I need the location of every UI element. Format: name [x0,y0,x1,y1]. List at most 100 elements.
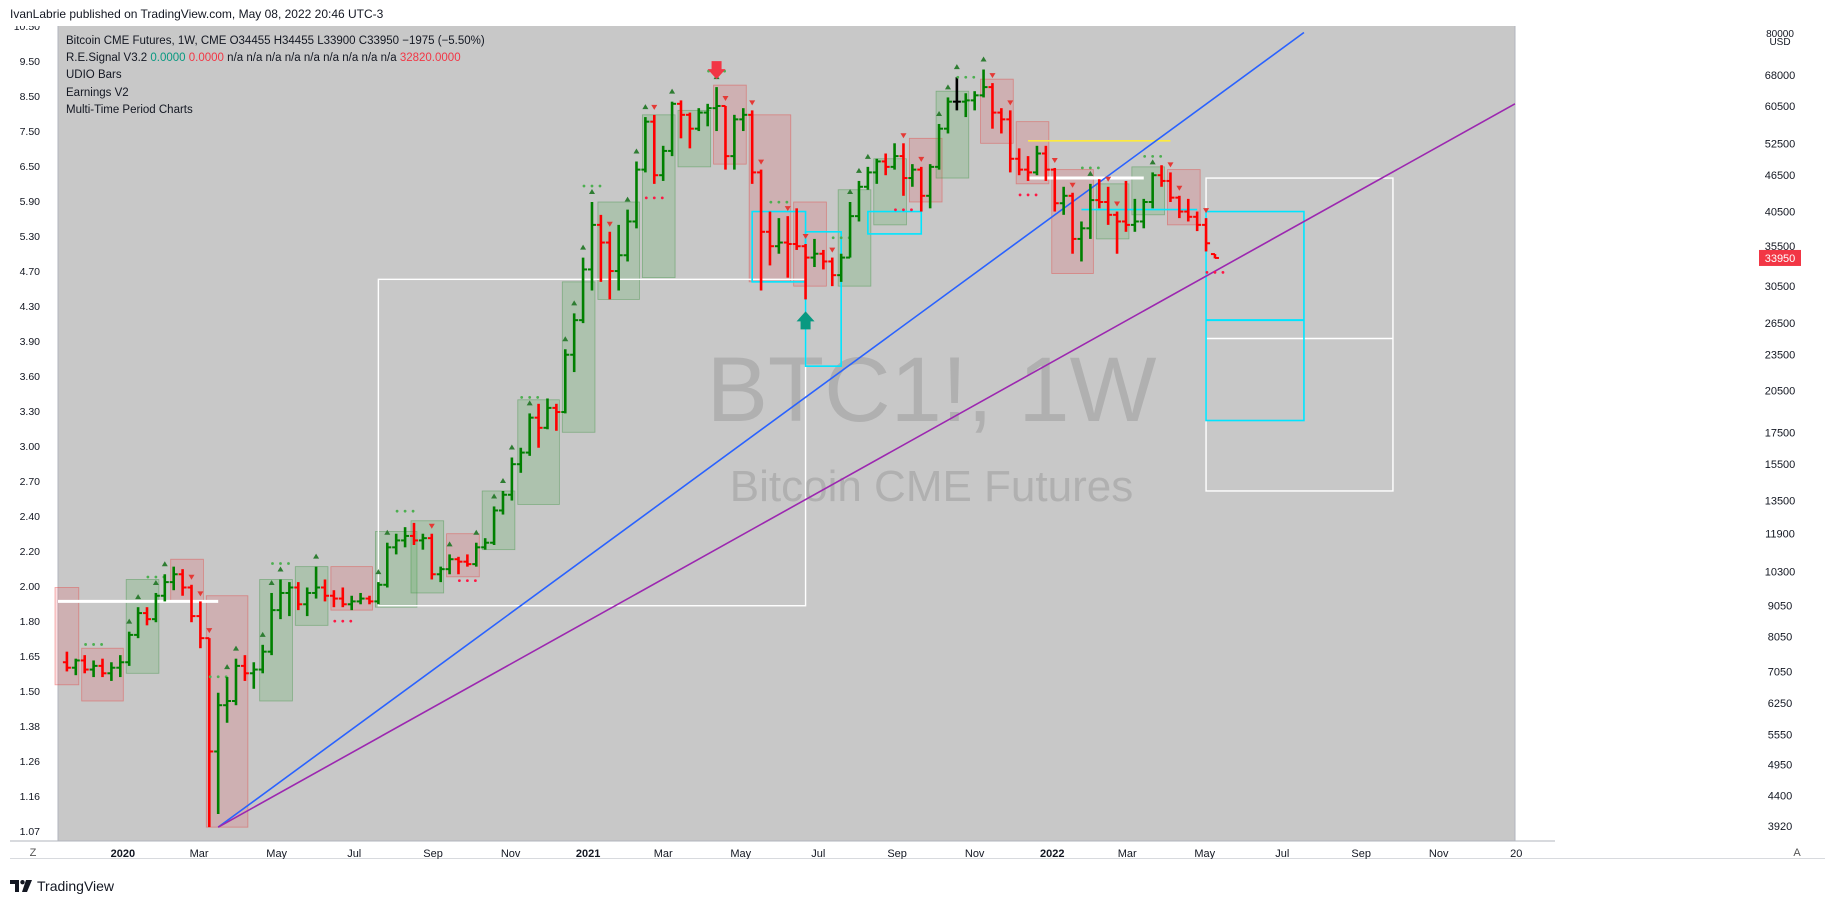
ohlc-bar[interactable] [98,658,107,678]
legend-symbol-line[interactable]: Bitcoin CME Futures, 1W, CME O34455 H344… [66,35,485,47]
ohlc-bar[interactable] [160,561,169,602]
auto-scale-button[interactable]: A [1793,847,1801,859]
legend-indicator-udio[interactable]: UDIO Bars [66,69,122,82]
ohlc-bar[interactable] [632,148,641,229]
ohlc-bar[interactable] [1041,145,1050,181]
ohlc-bar[interactable] [1050,157,1059,212]
legend-signal-line[interactable]: R.E.Signal V3.2 0.0000 0.0000 n/a n/a n/… [66,50,485,67]
ohlc-bar[interactable] [988,73,997,129]
ohlc-bar[interactable] [908,164,917,187]
ohlc-bar[interactable] [543,398,552,430]
ohlc-bar[interactable] [943,84,952,134]
ohlc-bar[interactable] [427,523,436,580]
ohlc-bar[interactable] [507,444,516,501]
range-box[interactable] [867,210,923,235]
ohlc-bar[interactable] [294,582,303,611]
ohlc-bar[interactable] [926,164,935,209]
ohlc-bar[interactable] [445,541,454,575]
ohlc-bar[interactable] [881,153,890,176]
ohlc-bar[interactable] [721,95,730,170]
ohlc-bar[interactable] [552,403,561,431]
ohlc-bar[interactable] [917,156,926,212]
ohlc-bar[interactable] [1205,253,1225,274]
ohlc-bar[interactable] [1139,198,1148,229]
ohlc-bar[interactable] [169,566,178,591]
ohlc-bar[interactable] [208,675,228,814]
ohlc-bar[interactable] [846,188,855,259]
ohlc-bar[interactable] [356,592,365,605]
ohlc-bar[interactable] [819,249,828,270]
ohlc-bar[interactable] [187,574,196,623]
chart-frame[interactable]: BTC1!, 1W Bitcoin CME Futures 80000 USD 6800… [10,26,1825,859]
ohlc-bar[interactable] [1157,165,1166,187]
ohlc-bar[interactable] [605,221,614,300]
ohlc-bar[interactable] [347,595,356,611]
ohlc-bar[interactable] [107,662,116,681]
ohlc-bar[interactable] [1113,201,1122,254]
legend-indicator-mtp[interactable]: Multi-Time Period Charts [66,103,193,116]
ohlc-bar[interactable] [436,566,445,583]
ohlc-bar[interactable] [1068,182,1077,254]
ohlc-bar[interactable] [765,211,774,266]
ohlc-bar[interactable] [534,403,543,448]
ohlc-bar[interactable] [570,300,579,373]
ohlc-bar[interactable] [392,533,401,555]
ohlc-bar[interactable] [223,664,232,723]
ohlc-bar[interactable] [383,529,392,588]
ohlc-bar[interactable] [142,607,151,626]
ohlc-bar[interactable] [312,553,321,599]
ohlc-bar[interactable] [178,569,187,596]
ohlc-bar[interactable] [854,167,863,222]
ohlc-bar[interactable] [196,591,205,649]
ohlc-bar[interactable] [1121,180,1130,232]
ohlc-bar[interactable] [863,153,872,190]
ohlc-bar[interactable] [481,538,490,550]
ohlc-bar[interactable] [395,509,415,548]
ohlc-bar[interactable] [792,208,801,250]
ohlc-bar[interactable] [890,143,899,170]
ohlc-bar[interactable] [1143,155,1163,209]
ohlc-bar[interactable] [935,110,944,170]
ohlc-bar[interactable] [62,651,71,672]
tradingview-logo[interactable]: TradingView [10,878,114,894]
ohlc-bar[interactable] [730,114,739,170]
ohlc-bar[interactable] [872,158,881,184]
ohlc-bar[interactable] [668,88,677,157]
ohlc-bar[interactable] [644,104,664,200]
ohlc-bar[interactable] [320,579,329,602]
ohlc-bar[interactable] [520,396,540,456]
ohlc-bar[interactable] [365,595,374,605]
ohlc-bar[interactable] [561,336,570,414]
ohlc-bar[interactable] [952,64,961,111]
ohlc-bar[interactable] [1175,185,1184,219]
ohlc-bar[interactable] [329,590,338,608]
ohlc-bar[interactable] [582,184,602,291]
ohlc-bar[interactable] [801,234,810,300]
ohlc-bar[interactable] [1166,162,1175,202]
ohlc-bar[interactable] [1104,176,1113,225]
ohlc-bar[interactable] [748,100,757,184]
ohlc-bar[interactable] [703,103,712,127]
ohlc-bar[interactable] [490,493,499,546]
ohlc-bar[interactable] [694,108,703,132]
ohlc-bar[interactable] [783,206,792,278]
ohlc-bar[interactable] [676,100,685,139]
ohlc-bar[interactable] [84,643,103,678]
ohlc-bar[interactable] [271,562,290,620]
ohlc-bar[interactable] [579,244,588,324]
ohlc-bar[interactable] [125,618,134,666]
ohlc-bar[interactable] [894,133,913,212]
ohlc-bar[interactable] [231,645,240,706]
ohlc-bar[interactable] [641,104,650,173]
ohlc-bar[interactable] [1184,198,1193,222]
ohlc-bar[interactable] [1018,156,1038,197]
ohlc-bar[interactable] [249,662,258,689]
trendline[interactable] [217,103,1516,828]
ohlc-bar[interactable] [454,556,463,575]
ohlc-bar[interactable] [267,579,276,656]
ohlc-bar[interactable] [596,214,605,282]
legend-indicator-earnings[interactable]: Earnings V2 [66,86,129,99]
ohlc-bar[interactable] [205,628,214,828]
ohlc-bar[interactable] [516,447,525,473]
ohlc-bar[interactable] [623,196,632,262]
